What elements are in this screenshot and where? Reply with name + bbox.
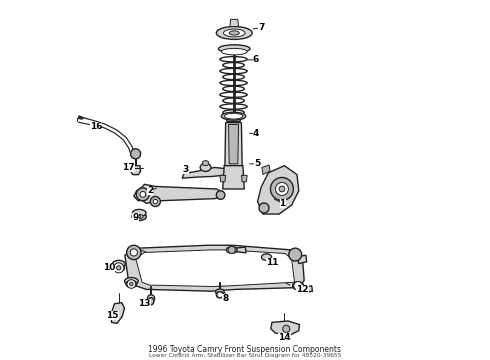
- Polygon shape: [301, 286, 313, 293]
- Ellipse shape: [293, 282, 303, 290]
- Text: 17: 17: [122, 163, 135, 172]
- Circle shape: [294, 282, 302, 290]
- Ellipse shape: [229, 31, 239, 35]
- Circle shape: [217, 292, 223, 298]
- Ellipse shape: [226, 247, 237, 253]
- Ellipse shape: [113, 264, 124, 272]
- Text: 9: 9: [132, 213, 139, 222]
- Polygon shape: [230, 19, 239, 27]
- Polygon shape: [141, 184, 223, 203]
- Ellipse shape: [262, 254, 271, 260]
- Polygon shape: [134, 188, 144, 201]
- Polygon shape: [258, 166, 299, 214]
- Polygon shape: [131, 166, 141, 175]
- Ellipse shape: [137, 216, 141, 218]
- Ellipse shape: [124, 278, 138, 285]
- Circle shape: [136, 188, 149, 201]
- Polygon shape: [228, 125, 239, 164]
- Ellipse shape: [200, 163, 211, 171]
- Circle shape: [283, 325, 290, 332]
- Text: 16: 16: [90, 122, 102, 131]
- Ellipse shape: [216, 289, 224, 295]
- Circle shape: [228, 246, 235, 253]
- Polygon shape: [182, 167, 231, 178]
- Polygon shape: [225, 116, 242, 122]
- Ellipse shape: [135, 215, 143, 219]
- Polygon shape: [125, 245, 304, 291]
- Ellipse shape: [148, 298, 154, 305]
- Text: 14: 14: [278, 333, 291, 342]
- Circle shape: [114, 263, 124, 273]
- Ellipse shape: [126, 280, 137, 288]
- Circle shape: [130, 249, 137, 256]
- Circle shape: [294, 282, 302, 290]
- Text: 2: 2: [147, 186, 153, 195]
- Polygon shape: [225, 123, 242, 166]
- Circle shape: [131, 149, 141, 159]
- Text: 1996 Toyota Camry Front Suspension Components: 1996 Toyota Camry Front Suspension Compo…: [148, 345, 342, 354]
- Circle shape: [126, 245, 141, 260]
- Ellipse shape: [216, 292, 223, 298]
- Circle shape: [150, 197, 160, 207]
- Text: 4: 4: [252, 129, 259, 138]
- Circle shape: [129, 282, 133, 286]
- Ellipse shape: [221, 112, 245, 120]
- Polygon shape: [262, 165, 270, 175]
- Ellipse shape: [132, 213, 147, 221]
- Text: 15: 15: [106, 311, 119, 320]
- Text: 8: 8: [222, 294, 228, 303]
- Text: 7: 7: [258, 23, 264, 32]
- Polygon shape: [235, 247, 246, 253]
- Ellipse shape: [112, 260, 125, 268]
- Circle shape: [259, 203, 269, 213]
- Polygon shape: [136, 250, 294, 287]
- Circle shape: [289, 248, 302, 261]
- Circle shape: [117, 266, 121, 270]
- Ellipse shape: [221, 48, 247, 55]
- Ellipse shape: [147, 295, 155, 302]
- Text: Lower Control Arm, Stabilizer Bar Strut Diagram for 48520-39655: Lower Control Arm, Stabilizer Bar Strut …: [149, 352, 341, 357]
- Polygon shape: [297, 255, 307, 264]
- Circle shape: [153, 199, 157, 204]
- Ellipse shape: [223, 29, 245, 37]
- Circle shape: [140, 192, 146, 197]
- Polygon shape: [271, 321, 299, 335]
- Ellipse shape: [224, 113, 243, 119]
- Text: 3: 3: [183, 165, 189, 174]
- Ellipse shape: [132, 210, 146, 217]
- Circle shape: [270, 177, 294, 201]
- Circle shape: [279, 186, 285, 192]
- Polygon shape: [111, 303, 124, 323]
- Circle shape: [216, 191, 225, 199]
- Ellipse shape: [202, 161, 209, 166]
- Text: 10: 10: [102, 264, 115, 273]
- Polygon shape: [220, 175, 225, 182]
- Polygon shape: [223, 166, 245, 189]
- Text: 1: 1: [279, 199, 286, 208]
- Circle shape: [275, 183, 289, 195]
- Text: 5: 5: [254, 159, 261, 168]
- Polygon shape: [242, 175, 247, 182]
- Ellipse shape: [293, 282, 303, 289]
- Circle shape: [127, 280, 136, 288]
- Text: 11: 11: [266, 258, 278, 267]
- Ellipse shape: [216, 27, 252, 40]
- Text: 12: 12: [296, 285, 309, 294]
- Ellipse shape: [219, 45, 250, 53]
- Text: 6: 6: [253, 55, 259, 64]
- Text: 13: 13: [138, 299, 151, 308]
